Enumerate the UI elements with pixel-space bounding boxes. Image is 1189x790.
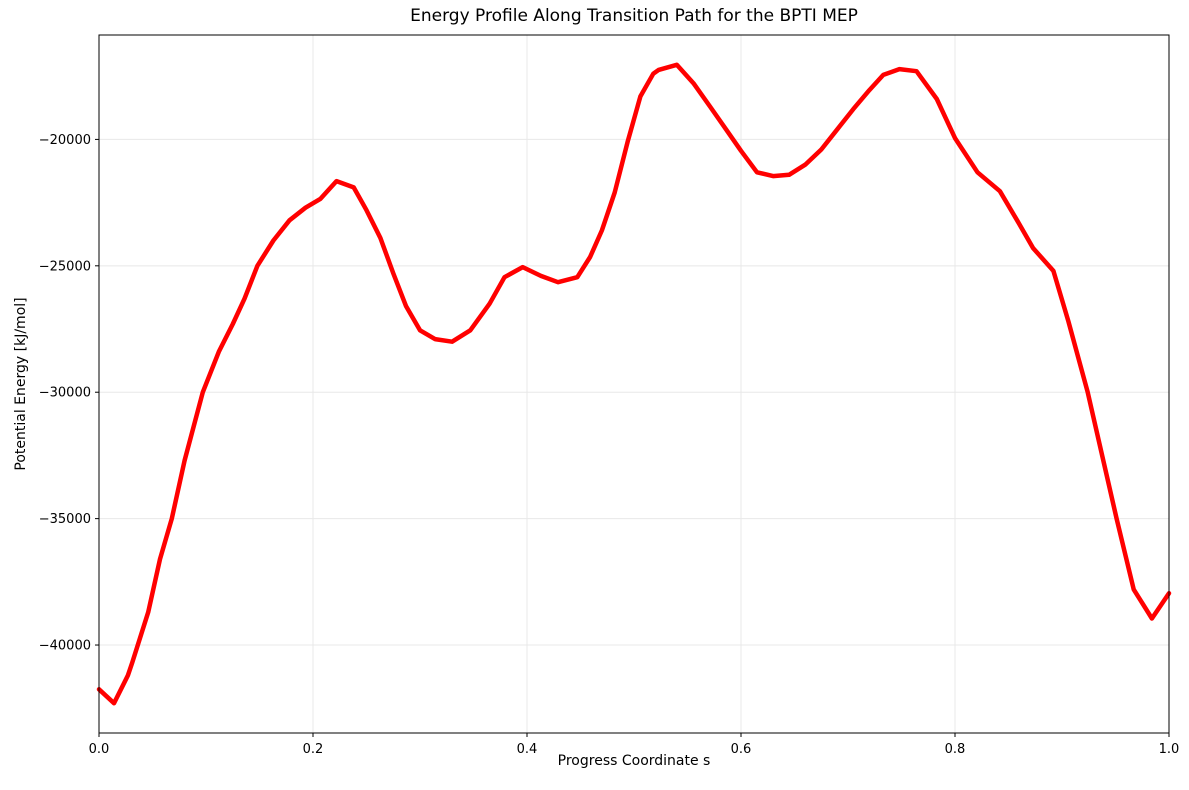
x-tick-label: 0.8 (945, 742, 966, 757)
energy-curve-line (96, 62, 1172, 706)
x-tick-label: 0.6 (731, 742, 752, 757)
x-tick-label: 1.0 (1159, 742, 1180, 757)
chart-title: Energy Profile Along Transition Path for… (410, 6, 858, 26)
x-tick-label: 0.4 (517, 742, 538, 757)
x-axis-label: Progress Coordinate s (557, 753, 711, 769)
y-axis-label: Potential Energy [kJ/mol] (13, 297, 29, 471)
x-tick-label: 0.0 (89, 742, 110, 757)
x-tick-label: 0.2 (303, 742, 324, 757)
y-tick-label: −40000 (39, 639, 91, 654)
y-tick-label: −35000 (39, 512, 91, 527)
y-tick-label: −20000 (39, 133, 91, 148)
y-tick-label: −30000 (39, 386, 91, 401)
plot-border (98, 34, 1170, 734)
y-tick-label: −25000 (39, 259, 91, 274)
